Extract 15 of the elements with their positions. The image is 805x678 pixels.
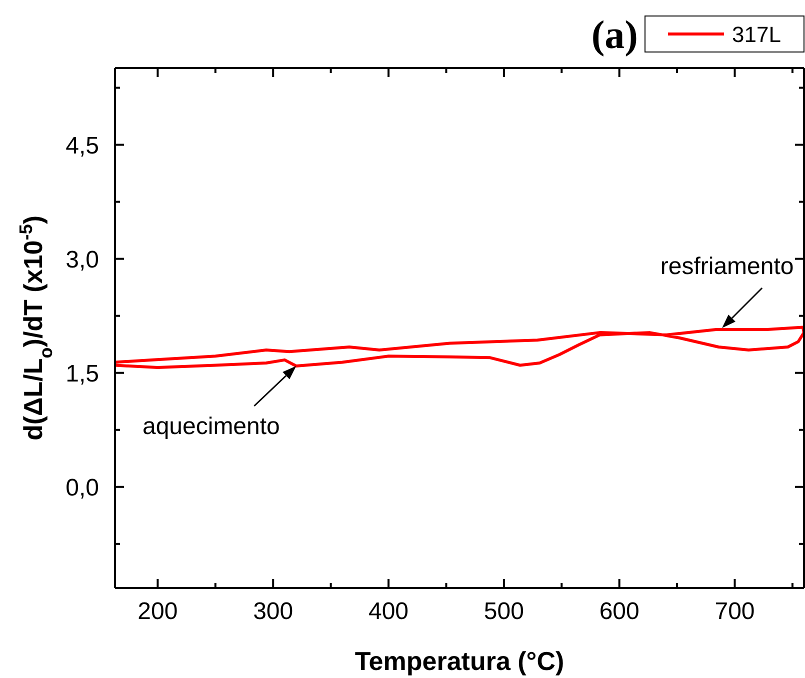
y-tick-label: 3,0 <box>66 246 99 274</box>
annotation: aquecimento <box>142 413 280 440</box>
annotation: resfriamento <box>660 253 794 280</box>
x-tick-label: 200 <box>138 598 178 626</box>
chart-title: (a) <box>591 12 638 57</box>
x-tick-label: 700 <box>714 598 755 626</box>
x-tick-label: 600 <box>599 598 640 626</box>
x-tick-label: 300 <box>253 598 294 626</box>
legend-label: 317L <box>732 22 781 47</box>
y-tick-label: 4,5 <box>66 132 99 160</box>
x-tick-label: 400 <box>368 598 409 626</box>
y-tick-label: 1,5 <box>66 360 99 388</box>
x-axis-title: Temperatura (°C) <box>354 646 564 676</box>
y-tick-label: 0,0 <box>66 474 99 502</box>
x-tick-label: 500 <box>484 598 524 626</box>
